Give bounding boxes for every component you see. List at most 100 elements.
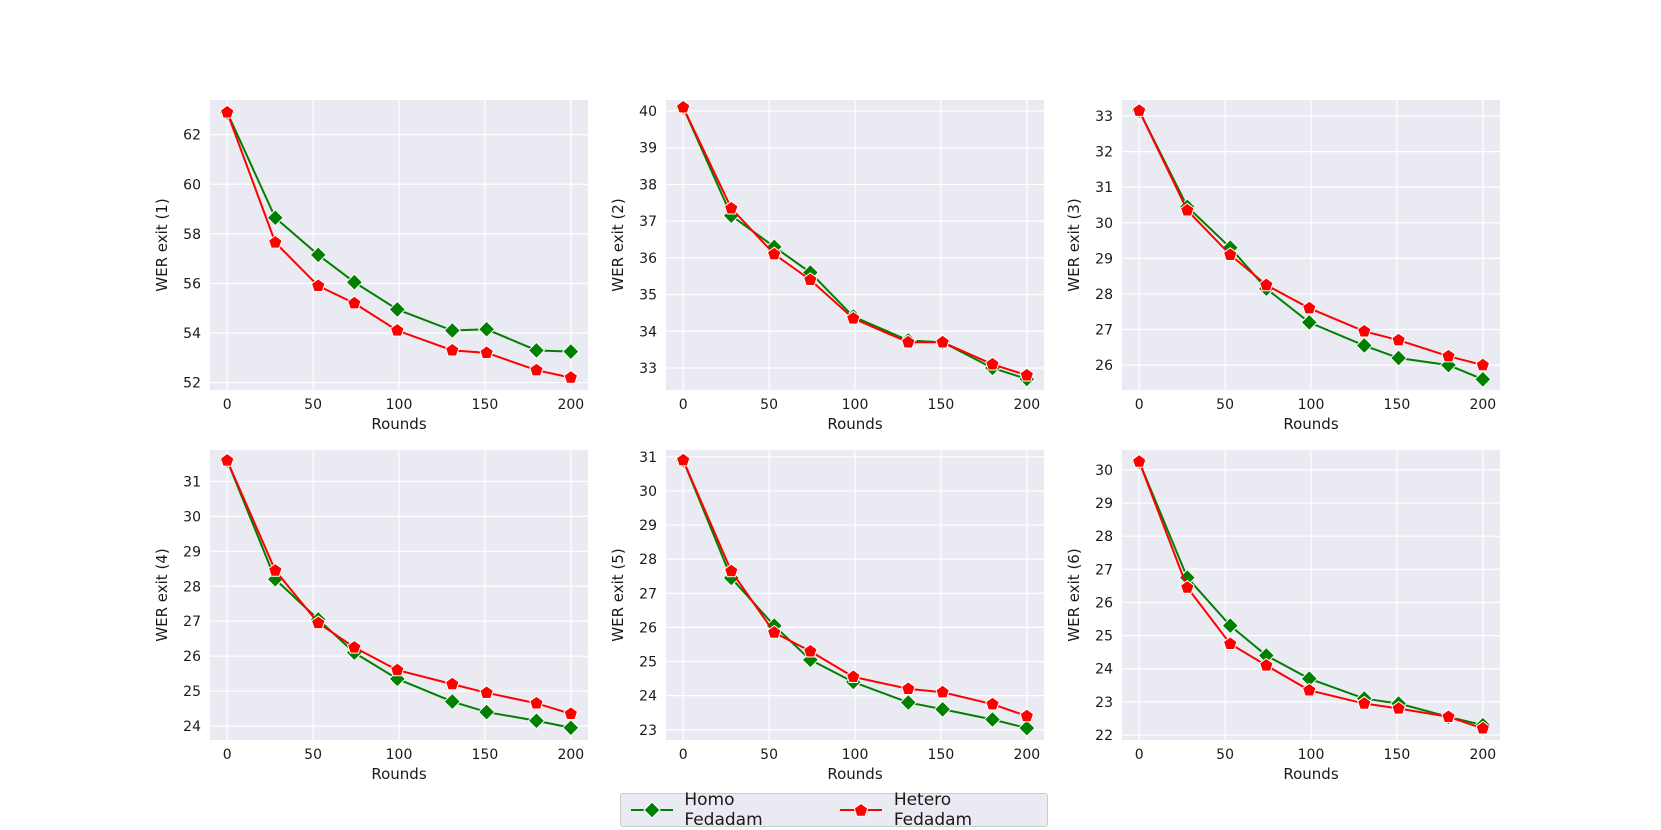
x-tick-label: 200 [1469, 397, 1496, 413]
y-tick-label: 27 [1095, 562, 1113, 578]
data-point-homo [345, 273, 364, 291]
y-tick-label: 24 [1095, 662, 1113, 678]
x-tick-label: 200 [557, 397, 584, 413]
data-point-hetero [1475, 357, 1491, 372]
data-point-hetero [445, 676, 460, 691]
y-tick-label: 26 [183, 649, 201, 665]
data-point-homo [562, 342, 580, 361]
data-point-hetero [1223, 636, 1238, 651]
subplot-6: 0 50 100 150 200 22 23 24 25 26 27 28 29 30 Rounds WER … [1065, 450, 1500, 783]
x-tick-label: 200 [557, 747, 584, 763]
data-point-homo [899, 693, 917, 712]
x-tick-label: 200 [1469, 747, 1496, 763]
data-point-hetero [479, 345, 494, 359]
data-point-hetero [1131, 103, 1147, 117]
data-point-hetero [268, 234, 283, 249]
data-point-hetero [1357, 323, 1372, 338]
data-point-homo [1474, 370, 1492, 389]
data-point-homo [1389, 349, 1408, 367]
y-tick-label: 30 [1095, 463, 1113, 479]
data-point-hetero [445, 342, 460, 357]
y-tick-label: 26 [1095, 595, 1113, 611]
y-tick-label: 32 [1095, 145, 1113, 161]
data-point-homo [1355, 336, 1373, 355]
subplot-4: 0 50 100 150 200 24 25 26 27 28 29 30 31 Rounds WER ex… [153, 450, 588, 783]
data-point-homo [527, 712, 546, 730]
x-tick-label: 100 [1298, 747, 1325, 763]
x-tick-label: 50 [760, 747, 778, 763]
y-tick-label: 31 [639, 450, 657, 466]
data-point-homo [309, 246, 327, 264]
x-tick-label: 100 [842, 747, 869, 763]
x-tick-label: 50 [760, 397, 778, 413]
x-tick-label: 100 [1298, 397, 1325, 413]
data-point-hetero [1391, 700, 1406, 715]
y-tick-label: 40 [639, 104, 657, 120]
legend-item-homo: Homo Fedadam [629, 790, 816, 830]
data-point-hetero [1019, 708, 1035, 723]
data-point-homo [266, 209, 284, 227]
y-tick-label: 38 [639, 177, 657, 193]
data-point-hetero [1180, 579, 1195, 594]
y-tick-label: 54 [183, 326, 201, 342]
data-point-homo [477, 320, 496, 338]
x-tick-label: 200 [1013, 397, 1040, 413]
data-point-hetero [347, 295, 362, 310]
x-tick-label: 150 [1384, 747, 1411, 763]
subplot-3: 0 50 100 150 200 26 27 28 29 30 31 32 33 Rounds WER ex… [1065, 100, 1500, 433]
data-point-hetero [803, 643, 818, 658]
x-axis-label: Rounds [827, 765, 882, 783]
data-point-hetero [563, 706, 579, 720]
data-point-hetero [675, 99, 691, 114]
data-point-hetero [1259, 657, 1274, 672]
data-point-hetero [846, 669, 861, 684]
y-tick-label: 28 [639, 552, 657, 568]
data-point-homo [983, 710, 1002, 729]
y-tick-label: 26 [1095, 358, 1113, 374]
data-point-homo [1018, 719, 1036, 737]
y-tick-label: 36 [639, 251, 657, 267]
legend-item-hetero: Hetero Fedadam [838, 790, 1033, 830]
y-tick-label: 60 [183, 177, 201, 193]
x-tick-label: 100 [386, 397, 413, 413]
x-axis-label: Rounds [371, 415, 426, 433]
y-tick-label: 29 [639, 518, 657, 534]
data-point-hetero [1223, 247, 1238, 261]
data-point-hetero [1391, 332, 1406, 347]
y-axis-label: WER exit (5) [609, 548, 627, 641]
data-point-hetero [479, 685, 494, 699]
y-tick-label: 33 [639, 361, 657, 377]
x-axis-label: Rounds [371, 765, 426, 783]
x-tick-label: 100 [386, 747, 413, 763]
y-tick-label: 56 [183, 276, 201, 292]
y-tick-label: 34 [639, 324, 657, 340]
subplot-5: 0 50 100 150 200 23 24 25 26 27 28 29 30 31 Rounds WER … [609, 450, 1044, 783]
x-axis-label: Rounds [1283, 765, 1338, 783]
y-tick-label: 31 [183, 474, 201, 490]
y-tick-label: 37 [639, 214, 657, 230]
y-tick-label: 23 [1095, 695, 1113, 711]
legend-label-homo: Homo Fedadam [684, 790, 763, 830]
diamond-marker-icon [631, 801, 673, 819]
y-tick-label: 31 [1095, 180, 1113, 196]
y-axis-label: WER exit (4) [153, 548, 171, 641]
y-tick-label: 27 [1095, 323, 1113, 339]
y-tick-label: 58 [183, 227, 201, 243]
data-point-hetero [1441, 709, 1456, 723]
x-axis-label: Rounds [1283, 415, 1338, 433]
x-tick-label: 50 [1216, 747, 1234, 763]
y-tick-label: 29 [1095, 251, 1113, 267]
data-point-hetero [390, 322, 405, 337]
data-point-hetero [563, 369, 579, 384]
x-tick-label: 0 [1135, 747, 1144, 763]
y-tick-label: 24 [183, 719, 201, 735]
y-tick-label: 30 [1095, 216, 1113, 232]
data-point-hetero [219, 104, 235, 119]
y-tick-label: 62 [183, 128, 201, 144]
data-point-hetero [219, 452, 235, 467]
y-axis-label: WER exit (6) [1065, 548, 1083, 641]
legend: Homo Fedadam Hetero Fedadam [620, 790, 1048, 830]
data-point-hetero [767, 624, 782, 639]
y-tick-label: 24 [639, 689, 657, 705]
